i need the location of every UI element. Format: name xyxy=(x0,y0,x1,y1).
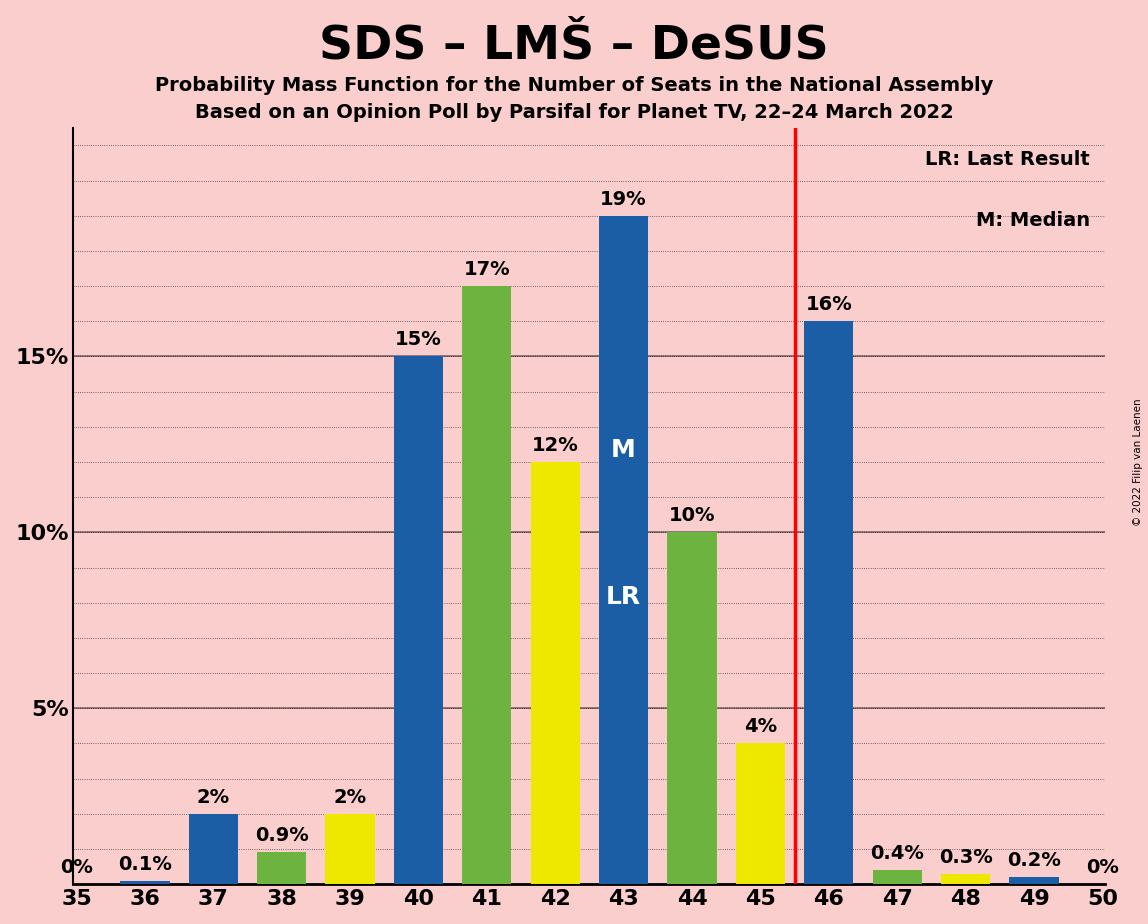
Bar xyxy=(736,744,785,884)
Text: SDS – LMŠ – DeSUS: SDS – LMŠ – DeSUS xyxy=(319,23,829,68)
Bar xyxy=(188,814,238,884)
Text: 17%: 17% xyxy=(464,260,510,279)
Text: LR: LR xyxy=(606,585,642,609)
Text: 0.4%: 0.4% xyxy=(870,844,924,863)
Text: 0.9%: 0.9% xyxy=(255,826,309,845)
Bar xyxy=(804,322,853,884)
Bar xyxy=(941,873,991,884)
Text: LR: Last Result: LR: Last Result xyxy=(925,151,1089,169)
Text: 0.1%: 0.1% xyxy=(118,855,172,873)
Text: 16%: 16% xyxy=(806,295,852,314)
Text: 0.3%: 0.3% xyxy=(939,847,993,867)
Text: M: Median: M: Median xyxy=(976,211,1089,230)
Text: 19%: 19% xyxy=(600,189,647,209)
Bar xyxy=(872,870,922,884)
Text: 0.2%: 0.2% xyxy=(1007,851,1061,870)
Text: Based on an Opinion Poll by Parsifal for Planet TV, 22–24 March 2022: Based on an Opinion Poll by Parsifal for… xyxy=(195,103,953,123)
Bar xyxy=(325,814,374,884)
Bar xyxy=(121,881,170,884)
Bar xyxy=(599,215,649,884)
Text: 12%: 12% xyxy=(532,436,579,455)
Text: M: M xyxy=(611,438,636,462)
Text: 0%: 0% xyxy=(60,858,93,877)
Text: 2%: 2% xyxy=(334,788,366,807)
Text: © 2022 Filip van Laenen: © 2022 Filip van Laenen xyxy=(1133,398,1142,526)
Bar xyxy=(530,462,580,884)
Text: 2%: 2% xyxy=(196,788,230,807)
Text: Probability Mass Function for the Number of Seats in the National Assembly: Probability Mass Function for the Number… xyxy=(155,76,993,95)
Text: 4%: 4% xyxy=(744,717,777,736)
Bar xyxy=(463,286,512,884)
Bar xyxy=(257,853,307,884)
Bar xyxy=(394,357,443,884)
Text: 0%: 0% xyxy=(1086,858,1119,877)
Text: 10%: 10% xyxy=(669,506,715,525)
Bar xyxy=(667,532,716,884)
Text: 15%: 15% xyxy=(395,331,442,349)
Bar xyxy=(1009,877,1058,884)
